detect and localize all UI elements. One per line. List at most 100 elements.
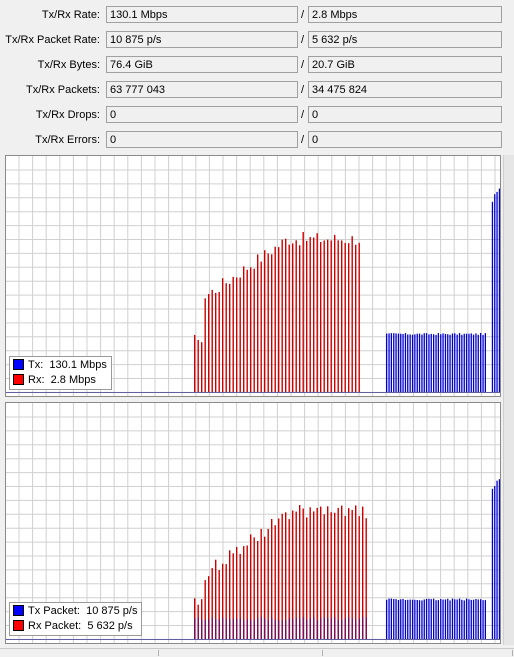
- rx-history-bar: [225, 564, 227, 639]
- rx-history-bar: [246, 269, 248, 392]
- rx-history-bar: [341, 505, 343, 639]
- overlap-bar: [215, 619, 217, 639]
- rx-history-bar: [337, 507, 339, 639]
- tx-bar: [480, 599, 482, 639]
- tx-bar: [463, 333, 465, 392]
- overlap-bar: [355, 619, 357, 639]
- overlap-bar: [264, 618, 266, 639]
- rx-value-field: 34 475 824: [308, 81, 502, 98]
- tx-bar: [468, 333, 470, 392]
- overlap-bar: [211, 617, 213, 639]
- rx-history-bar: [215, 559, 217, 639]
- rx-history-bar: [243, 546, 245, 639]
- tx-bar: [390, 333, 392, 392]
- legend-tx-value: 130.1 Mbps: [49, 359, 107, 371]
- overlap-bar: [194, 618, 196, 639]
- overlap-bar: [362, 617, 364, 639]
- tx-bar: [430, 333, 432, 392]
- rx-history-bar: [274, 525, 276, 639]
- rx-history-bar: [257, 541, 259, 639]
- rx-history-bar: [278, 518, 280, 639]
- vertical-scrollbar[interactable]: [503, 155, 514, 645]
- overlap-bar: [292, 618, 294, 639]
- rx-value-field: 0: [308, 131, 502, 148]
- tx-bar: [397, 333, 400, 392]
- overlap-bar: [274, 619, 276, 639]
- stat-row: Tx/Rx Packet Rate: 10 875 p/s/5 632 p/s: [0, 31, 514, 51]
- rx-value-field: 2.8 Mbps: [308, 6, 502, 23]
- rx-history-bar: [316, 507, 318, 639]
- tx-bar: [472, 599, 475, 639]
- rx-history-bar: [271, 254, 273, 392]
- overlap-bar: [236, 618, 238, 639]
- stat-label: Tx/Rx Drops:: [35, 109, 100, 121]
- stat-row: Tx/Rx Bytes: 76.4 GiB/20.7 GiB: [0, 56, 514, 76]
- separator-slash: /: [301, 84, 305, 96]
- tx-bar: [449, 334, 451, 392]
- rx-history-bar: [295, 511, 297, 639]
- separator-slash: /: [301, 9, 305, 21]
- rx-history-bar: [323, 240, 325, 392]
- tx-bar: [456, 334, 458, 392]
- rx-history-bar: [348, 243, 350, 392]
- tx-bar: [484, 600, 486, 639]
- tx-bar: [404, 333, 407, 392]
- tx-bar: [463, 600, 465, 639]
- overlap-bar: [341, 619, 343, 639]
- rx-history-bar: [309, 237, 311, 392]
- tx-bar: [430, 599, 432, 639]
- overlap-bar: [204, 620, 206, 639]
- packet-chart: Tx Packet: 10 875 p/s Rx Packet: 5 632 p…: [5, 402, 501, 644]
- rx-history-bar: [197, 339, 199, 392]
- tx-bar: [393, 333, 395, 392]
- tx-bar: [454, 599, 456, 639]
- rx-history-bar: [229, 550, 231, 639]
- tx-bar: [433, 334, 435, 392]
- rx-history-bar: [295, 240, 297, 392]
- rx-history-bar: [285, 512, 287, 639]
- rx-history-bar: [344, 242, 346, 392]
- rx-history-bar: [358, 516, 360, 639]
- legend-rx-packet-value: 5 632 p/s: [87, 620, 133, 632]
- tx-bar: [440, 599, 442, 639]
- overlap-bar: [334, 617, 336, 639]
- overlap-bar: [225, 618, 227, 639]
- overlap-bar: [313, 617, 315, 639]
- rx-history-bar: [306, 517, 308, 639]
- legend-tx-packet-label: Tx Packet:: [28, 605, 80, 617]
- tx-bar: [416, 600, 418, 639]
- rx-history-bar: [302, 508, 304, 639]
- rx-history-bar: [194, 335, 196, 392]
- rx-history-bar: [292, 510, 294, 639]
- rx-history-bar: [264, 250, 266, 392]
- separator-slash: /: [301, 59, 305, 71]
- rx-history-bar: [232, 553, 234, 639]
- overlap-bar: [260, 617, 262, 639]
- rx-history-bar: [313, 237, 315, 392]
- legend-rx-label: Rx:: [28, 374, 45, 386]
- tx-bar: [414, 599, 416, 639]
- rx-history-bar: [327, 506, 329, 639]
- overlap-bar: [348, 617, 350, 639]
- tx-bar: [386, 599, 388, 639]
- tx-bar: [404, 600, 407, 639]
- tx-value-field: 130.1 Mbps: [106, 6, 298, 23]
- tx-bar: [482, 334, 484, 392]
- overlap-bar: [218, 619, 220, 639]
- tx-bar: [482, 600, 484, 639]
- overlap-bar: [267, 620, 269, 639]
- tx-bar: [428, 334, 430, 392]
- tx-bar: [458, 598, 461, 639]
- tx-bar: [461, 334, 463, 392]
- tx-bar: [435, 600, 437, 639]
- tx-color-swatch: [13, 359, 24, 370]
- tx-bar: [386, 333, 388, 392]
- rx-history-bar: [211, 289, 213, 392]
- rx-history-bar: [239, 277, 241, 392]
- tx-bar: [442, 333, 444, 392]
- tx-bar: [451, 598, 454, 639]
- overlap-bar: [327, 618, 329, 639]
- overlap-bar: [232, 618, 234, 639]
- tx-value-field: 0: [106, 131, 298, 148]
- tx-bar: [414, 334, 416, 392]
